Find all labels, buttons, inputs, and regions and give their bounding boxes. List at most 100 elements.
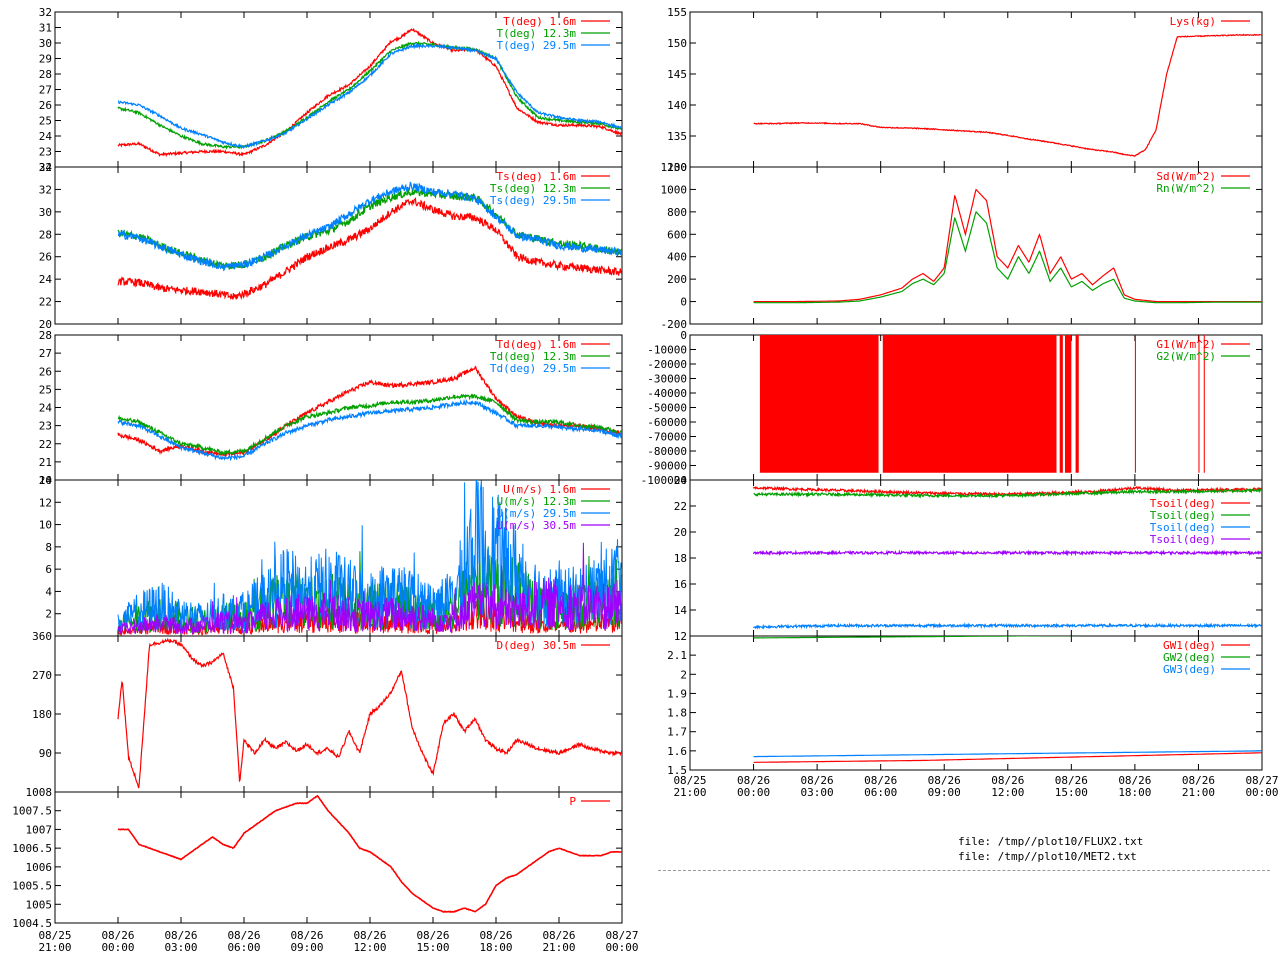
y-tick-label: 130: [667, 161, 687, 174]
series-line-1: [117, 187, 622, 270]
y-tick-label: 32: [39, 183, 52, 196]
y-tick-label: 0: [680, 329, 687, 342]
legend-label: Rn(W/m^2): [1156, 182, 1216, 195]
y-tick-label: 1.9: [667, 687, 687, 700]
series-line-1: [753, 636, 1093, 639]
legend-label: Tsoil(deg): [1150, 509, 1216, 522]
x-tick-time: 18:00: [1118, 786, 1151, 799]
legend-label: Tsoil(deg): [1150, 533, 1216, 546]
y-tick-label: 22: [39, 161, 52, 174]
plot-area: [117, 794, 622, 914]
y-tick-label: 12: [39, 496, 52, 509]
legend-label: G1(W/m^2): [1156, 338, 1216, 351]
y-tick-label: 23: [39, 146, 52, 159]
plot-area: [117, 365, 622, 462]
y-tick-label: 2.1: [667, 649, 687, 662]
series-line-2: [117, 398, 622, 462]
y-tick-label: 145: [667, 68, 687, 81]
series-line-0: [117, 637, 622, 789]
y-tick-label: 1005: [26, 898, 53, 911]
chart-panel-6: 155 150 145 140 135 130 Lys(kg): [667, 6, 1263, 174]
y-tick-label: 26: [39, 251, 52, 264]
plot-area: [117, 27, 622, 158]
y-tick-label: 22: [39, 296, 52, 309]
x-tick-time: 21:00: [673, 786, 706, 799]
panel-frame: [689, 166, 1263, 325]
legend-label: Ts(deg) 12.3m: [490, 182, 576, 195]
y-tick-label: 10: [39, 519, 52, 532]
x-tick-time: 21:00: [1182, 786, 1215, 799]
y-tick-label: 1004.5: [12, 917, 52, 930]
legend-label: GW1(deg): [1163, 639, 1216, 652]
y-tick-label: 8: [45, 541, 52, 554]
plot-area: [753, 188, 1262, 304]
x-tick-date: 08/26: [928, 774, 961, 787]
y-tick-label: 270: [32, 669, 52, 682]
x-tick-time: 03:00: [801, 786, 834, 799]
series-line-0: [117, 197, 622, 301]
x-tick-date: 08/26: [801, 774, 834, 787]
legend-label: U(m/s) 1.6m: [503, 483, 576, 496]
bar-span: [1059, 335, 1063, 473]
y-tick-label: 6: [45, 563, 52, 576]
y-tick-label: 30: [39, 37, 52, 50]
y-tick-label: 150: [667, 37, 687, 50]
y-tick-label: 360: [32, 630, 52, 643]
legend-label: Td(deg) 12.3m: [490, 350, 576, 363]
x-tick-date: 08/26: [542, 929, 575, 942]
bar-span: [1134, 335, 1136, 473]
separator-dashed-line: [658, 870, 1270, 871]
chart-panel-10: 2.1 2 1.9 1.8 1.7 1.6 1.5 GW1(deg)GW2(deg)GW3(d…: [667, 635, 1263, 777]
y-tick-label: 1005.5: [12, 880, 52, 893]
y-tick-label: -10000: [647, 344, 687, 357]
x-tick-time: 00:00: [737, 786, 770, 799]
y-tick-label: 26: [39, 365, 52, 378]
x-tick-date: 08/26: [1118, 774, 1151, 787]
x-tick-time: 00:00: [1245, 786, 1278, 799]
x-tick-date: 08/26: [227, 929, 260, 942]
x-tick-time: 00:00: [605, 941, 638, 954]
x-tick-time: 15:00: [416, 941, 449, 954]
x-tick-date: 08/26: [1182, 774, 1215, 787]
y-tick-label: 18: [674, 552, 687, 565]
y-tick-label: 4: [45, 585, 52, 598]
bar-span: [759, 335, 879, 473]
legend-label: Td(deg) 29.5m: [490, 362, 576, 375]
plot-area: [753, 485, 1262, 630]
x-tick-date: 08/26: [416, 929, 449, 942]
y-tick-label: 1.5: [667, 764, 687, 777]
y-tick-label: 14: [39, 474, 53, 487]
y-tick-label: 25: [39, 115, 52, 128]
legend-label: U(m/s) 30.5m: [497, 519, 577, 532]
file-label-met: file: /tmp//plot10/MET2.txt: [958, 850, 1137, 863]
bar-span: [1198, 335, 1200, 473]
y-tick-label: 20: [39, 474, 52, 487]
bar-span: [882, 335, 1057, 473]
y-tick-label: 30: [39, 206, 52, 219]
y-tick-label: 25: [39, 383, 52, 396]
y-tick-label: 28: [39, 329, 52, 342]
plot-area: [117, 181, 622, 301]
series-line-2: [753, 622, 1262, 630]
y-tick-label: 21: [39, 456, 52, 469]
plot-area: [117, 480, 622, 636]
panel-frame: [54, 166, 623, 325]
y-tick-label: -100000: [641, 474, 687, 487]
y-tick-label: -30000: [647, 373, 687, 386]
legend-label: Sd(W/m^2): [1156, 170, 1216, 183]
y-tick-label: 24: [39, 130, 53, 143]
y-tick-label: 1.8: [667, 707, 687, 720]
legend-label: U(m/s) 29.5m: [497, 507, 577, 520]
y-tick-label: 1200: [661, 161, 688, 174]
legend-label: T(deg) 1.6m: [503, 15, 576, 28]
y-tick-label: 12: [674, 630, 687, 643]
x-tick-time: 06:00: [227, 941, 260, 954]
y-tick-label: 24: [674, 474, 688, 487]
x-tick-time: 15:00: [1055, 786, 1088, 799]
x-tick-time: 21:00: [38, 941, 71, 954]
series-line-1: [117, 40, 622, 150]
x-tick-time: 09:00: [928, 786, 961, 799]
file-list: file: /tmp//plot10/FLUX2.txt file: /tmp/…: [958, 834, 1143, 864]
y-tick-label: 22: [674, 500, 687, 513]
